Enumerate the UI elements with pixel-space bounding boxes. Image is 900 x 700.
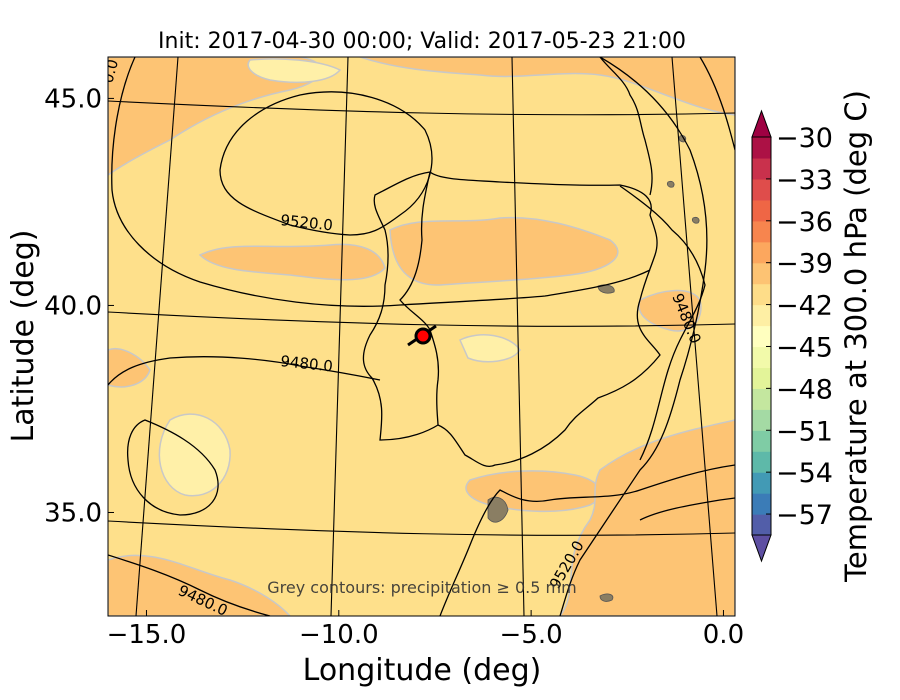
geopotential-contour	[699, 57, 735, 151]
colorbar-segment	[752, 346, 771, 369]
north-africa-coastline	[439, 464, 735, 616]
colorbar-segment	[752, 262, 771, 285]
geopotential-contour	[559, 57, 708, 616]
colorbar-tick-label: −39	[776, 249, 833, 280]
x-axis-label: Longitude (deg)	[303, 653, 542, 688]
x-tick-label: −10.0	[299, 620, 379, 650]
geopotential-contours	[108, 57, 735, 616]
colorbar-segment	[752, 430, 771, 452]
contour-label: 9520.0	[280, 211, 334, 234]
portugal-spain-border	[399, 171, 440, 426]
x-tick-label: −15.0	[107, 620, 187, 650]
colorbar-segment	[752, 137, 771, 159]
coastline-detail	[639, 497, 735, 521]
colorbar-tick-label: −48	[776, 374, 833, 405]
x-tick-label: 0.0	[703, 620, 744, 650]
colorbar-tick-label: −54	[776, 458, 833, 489]
meridian-line	[511, 57, 525, 616]
parallel-line	[108, 311, 735, 327]
x-axis-ticks: −15.0 −10.0 −5.0 0.0	[107, 610, 744, 650]
parallel-line	[108, 100, 735, 116]
colorbar-extend-high	[751, 109, 772, 138]
geopotential-contour	[108, 356, 381, 386]
colorbar-tick-label: −42	[776, 291, 833, 322]
colorbar-segment	[752, 472, 771, 494]
colorbar-tick-label: −57	[776, 500, 833, 531]
geopotential-contour	[111, 57, 651, 307]
iberia-coastline	[362, 171, 661, 467]
colorbar-tick-label: −45	[776, 332, 833, 363]
precipitation-note: Grey contours: precipitation ≥ 0.5 mm	[267, 578, 576, 597]
warm-patch	[559, 419, 735, 616]
cool-patch	[158, 413, 231, 497]
precipitation-contour	[678, 135, 687, 143]
warm-patch	[389, 216, 619, 286]
cool-patch	[247, 58, 342, 84]
colorbar: −30 −33 −36 −39 −42 −45 −48 −51 −54 −57	[751, 109, 833, 563]
iberian-peninsula-inland	[619, 185, 706, 461]
warm-patch	[108, 348, 151, 388]
colorbar-segment	[752, 199, 771, 222]
colorbar-segment	[752, 388, 771, 410]
colorbar-tick-label: −30	[776, 123, 833, 154]
y-axis-ticks: 35.0 40.0 45.0	[44, 84, 114, 528]
colorbar-segment	[752, 367, 771, 389]
warm-patch	[359, 57, 735, 116]
colorbar-label: Temperature at 300.0 hPa (deg C)	[839, 90, 873, 583]
precipitation-contour	[599, 593, 614, 602]
precipitation-contour	[487, 496, 509, 523]
location-marker	[407, 324, 437, 347]
colorbar-segment	[752, 451, 771, 473]
marker-point	[414, 327, 432, 345]
colorbar-segment	[752, 157, 771, 180]
colorbar-segment	[752, 241, 771, 264]
colorbar-segment	[752, 304, 771, 327]
meridian-line	[330, 57, 349, 616]
y-axis-label: Latitude (deg)	[6, 230, 41, 443]
geopotential-contour	[108, 554, 271, 616]
graticule	[108, 57, 735, 616]
colorbar-segment	[752, 325, 771, 348]
y-tick-label: 40.0	[44, 291, 102, 321]
geopotential-contour	[126, 419, 219, 516]
cool-patch	[459, 334, 521, 363]
precipitation-contours	[487, 135, 700, 602]
colorbar-tick-label: −51	[776, 416, 833, 447]
cool-temperature-patches	[158, 58, 521, 497]
contour-label: 9480.0	[280, 352, 334, 375]
france-coastline	[599, 57, 653, 196]
colorbar-tick-label: −36	[776, 207, 833, 238]
colorbar-extend-low	[751, 534, 772, 563]
precipitation-contour	[691, 216, 700, 224]
colorbar-segment	[752, 493, 771, 515]
meridian-line	[671, 57, 718, 616]
colorbar-tick-label: −33	[776, 165, 833, 196]
x-tick-label: −5.0	[500, 620, 563, 650]
chart-title: Init: 2017-04-30 00:00; Valid: 2017-05-2…	[158, 29, 686, 54]
warm-temperature-patches	[108, 57, 735, 616]
meridian-line	[135, 57, 179, 616]
geopotential-contour	[219, 91, 433, 236]
colorbar-frame	[751, 136, 772, 536]
warm-patch	[198, 243, 386, 281]
colorbar-segment	[752, 409, 771, 431]
colorbar-segment	[752, 283, 771, 306]
y-tick-label: 45.0	[44, 84, 102, 114]
precipitation-contour	[666, 180, 675, 188]
colorbar-segment	[752, 514, 771, 536]
coastlines	[362, 57, 735, 616]
colorbar-segment	[752, 178, 771, 201]
y-tick-label: 35.0	[44, 498, 102, 528]
map-area: 9520.0 9480.0 9480.0 9480.0 9520.0 0.0 G…	[108, 57, 735, 616]
plot-frame	[107, 56, 736, 617]
parallel-line	[108, 520, 735, 536]
colorbar-segment	[752, 220, 771, 243]
